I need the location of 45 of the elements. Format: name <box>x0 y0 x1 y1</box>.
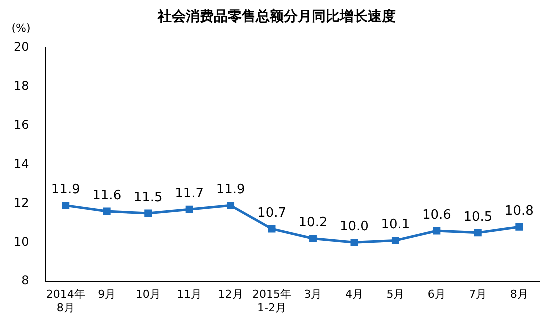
point <box>227 202 235 210</box>
x-tick-label: 4月 <box>345 288 364 302</box>
data-label: 10.0 <box>340 220 369 235</box>
x-tick-label: 2014年 8月 <box>46 288 86 314</box>
point <box>268 225 276 233</box>
y-tick-label: 10 <box>14 234 30 249</box>
point <box>474 229 482 237</box>
y-tick-label: 14 <box>14 156 30 171</box>
data-label: 10.8 <box>504 204 534 219</box>
point <box>186 206 194 214</box>
data-label: 10.1 <box>381 218 410 233</box>
data-label: 11.9 <box>216 182 246 198</box>
y-tick-label: 16 <box>14 118 30 132</box>
data-label: 11.9 <box>51 182 80 198</box>
y-tick-label: 8 <box>22 274 30 288</box>
point <box>516 223 524 231</box>
x-tick-label: 6月 <box>428 288 446 302</box>
chart-title: 社会消费品零售总额分月同比增长速度 <box>158 9 396 25</box>
y-axis-title: (%) <box>12 22 31 35</box>
point <box>103 208 111 216</box>
point <box>350 238 358 246</box>
x-tick-label: 2015年 1-2月 <box>252 288 292 314</box>
y-tick-label: 12 <box>14 196 30 210</box>
point <box>144 210 152 218</box>
x-tick-label: 7月 <box>469 288 488 302</box>
point <box>62 202 70 210</box>
x-tick-label: 8月 <box>510 288 528 302</box>
x-tick-label: 12月 <box>218 288 244 302</box>
point <box>392 236 400 244</box>
x-tick-label: 11月 <box>177 288 202 302</box>
point <box>433 227 441 235</box>
x-tick-label: 3月 <box>304 288 322 302</box>
data-label: 10.7 <box>258 206 286 221</box>
x-tick-label: 10月 <box>136 288 161 302</box>
data-label: 10.2 <box>298 216 328 231</box>
x-tick-label: 5月 <box>386 288 405 302</box>
data-label: 10.5 <box>464 210 493 225</box>
y-tick-label: 18 <box>14 79 30 94</box>
data-label: 11.6 <box>92 188 122 204</box>
x-tick-label: 9月 <box>98 288 116 302</box>
data-label: 10.6 <box>422 208 452 223</box>
data-label: 11.5 <box>134 190 163 206</box>
data-label: 11.7 <box>175 186 204 202</box>
y-tick-label: 20 <box>14 40 30 54</box>
point <box>310 235 317 242</box>
